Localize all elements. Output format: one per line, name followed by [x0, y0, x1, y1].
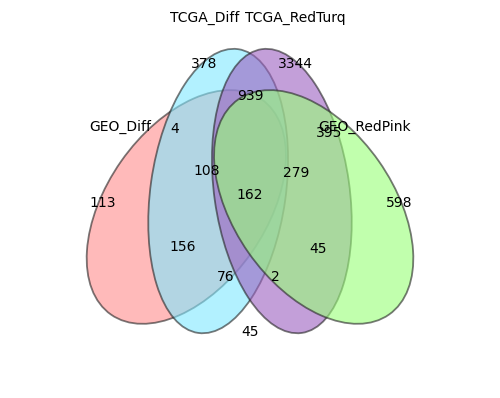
- Text: 45: 45: [241, 325, 259, 339]
- Text: 378: 378: [191, 57, 218, 71]
- Ellipse shape: [212, 49, 352, 333]
- Text: 395: 395: [316, 126, 343, 140]
- Text: 279: 279: [282, 166, 309, 180]
- Ellipse shape: [148, 49, 288, 333]
- Text: GEO_Diff: GEO_Diff: [89, 120, 151, 135]
- Text: 45: 45: [309, 242, 326, 256]
- Text: 3344: 3344: [278, 57, 314, 71]
- Text: 76: 76: [218, 269, 235, 284]
- Ellipse shape: [86, 90, 286, 324]
- Text: 156: 156: [169, 240, 196, 254]
- Text: GEO_RedPink: GEO_RedPink: [318, 120, 411, 135]
- Text: 598: 598: [386, 196, 412, 210]
- Text: 113: 113: [90, 196, 116, 210]
- Text: TCGA_RedTurq: TCGA_RedTurq: [246, 11, 346, 25]
- Text: 4: 4: [170, 122, 179, 137]
- Ellipse shape: [214, 90, 414, 324]
- Text: TCGA_Diff: TCGA_Diff: [170, 11, 239, 25]
- Text: 939: 939: [237, 88, 263, 103]
- Text: 2: 2: [272, 269, 280, 284]
- Text: 162: 162: [237, 188, 263, 202]
- Text: 108: 108: [193, 164, 220, 178]
